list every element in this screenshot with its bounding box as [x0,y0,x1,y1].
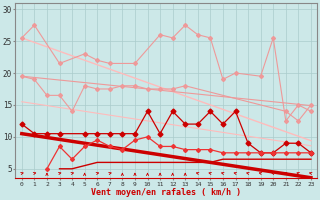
X-axis label: Vent moyen/en rafales ( km/h ): Vent moyen/en rafales ( km/h ) [92,188,241,197]
